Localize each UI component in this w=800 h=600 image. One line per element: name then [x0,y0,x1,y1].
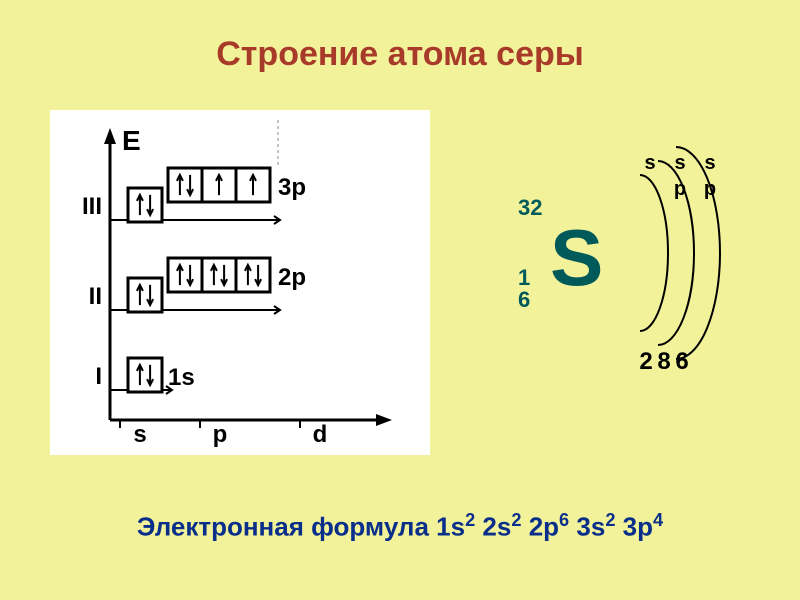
electron-formula: Электронная формула 1s2 2s2 2p6 3s2 3p4 [0,510,800,543]
shell-svg: 3216S2s8sp6sp [500,145,760,375]
svg-text:s: s [704,152,715,174]
svg-text:E: E [122,125,141,156]
svg-text:I: I [95,363,102,390]
energy-level-diagram: E I 1s II 2p III 3p s p d [50,110,430,455]
svg-text:p: p [704,178,716,200]
svg-text:3p: 3p [278,174,306,201]
svg-text:8: 8 [657,348,670,375]
svg-text:2: 2 [639,348,652,375]
svg-text:s: s [133,421,146,448]
svg-text:6: 6 [518,287,530,312]
svg-text:s: s [674,152,685,174]
svg-text:32: 32 [518,195,542,220]
svg-text:II: II [89,283,102,310]
svg-text:s: s [644,152,655,174]
electron-shell-diagram: 3216S2s8sp6sp [500,145,760,375]
svg-text:1s: 1s [168,364,195,391]
svg-text:2p: 2p [278,264,306,291]
svg-text:6: 6 [675,348,688,375]
page: Строение атома серы E I 1s II 2p III 3p s p d 32 1… [0,0,800,600]
svg-text:p: p [213,421,228,448]
svg-text:d: d [313,421,328,448]
svg-text:S: S [550,213,603,302]
svg-text:III: III [82,193,102,220]
svg-text:p: p [674,178,686,200]
energy-svg: E I 1s II 2p III 3p s p d [50,110,430,455]
page-title: Строение атома серы [0,35,800,74]
